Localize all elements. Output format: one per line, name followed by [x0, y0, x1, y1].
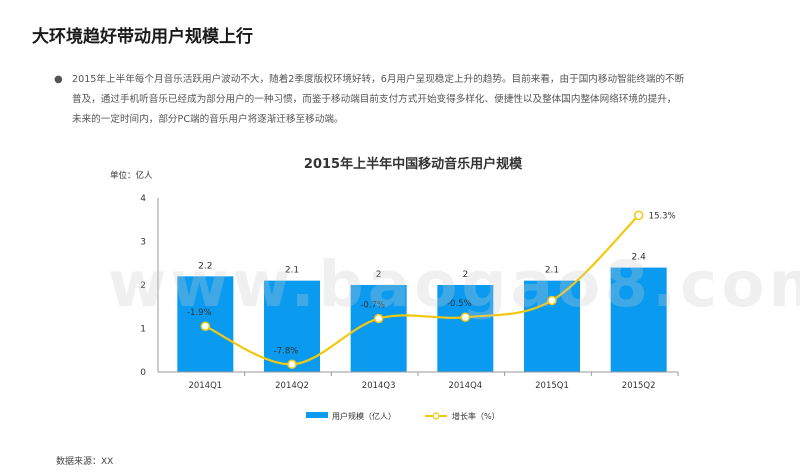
growth-value-label: -7.8% — [274, 346, 299, 356]
y-tick-label: 1 — [140, 325, 146, 335]
growth-value-label: -0.5% — [447, 299, 472, 309]
growth-value-label: -0.7% — [360, 301, 385, 311]
growth-point — [547, 295, 557, 306]
summary-paragraph: ● 2015年上半年每个月音乐活跃用户波动不大，随着2季度版权环境好转，6月用户… — [54, 70, 772, 130]
legend-label-bar: 用户规模（亿人） — [332, 411, 396, 421]
page-title: 大环境趋好带动用户规模上行 — [32, 27, 253, 47]
y-tick-label: 4 — [140, 194, 146, 204]
growth-point — [200, 321, 211, 331]
bar — [610, 267, 667, 372]
y-tick-label: 0 — [140, 368, 146, 378]
bar-value-label: 2.4 — [632, 253, 647, 263]
bar — [437, 285, 494, 372]
growth-point — [287, 359, 297, 370]
paragraph-line-1: 2015年上半年每个月音乐活跃用户波动不大，随着2季度版权环境好转，6月用户呈现… — [72, 74, 685, 85]
legend-label-line: 增长率（%） — [452, 411, 500, 421]
x-tick-label: 2014Q1 — [188, 381, 222, 391]
legend-marker-line — [432, 412, 440, 420]
x-tick-label: 2014Q2 — [275, 381, 309, 391]
growth-point — [460, 312, 471, 322]
bullet-dot: ● — [54, 74, 63, 85]
chart-title: 2015年上半年中国移动音乐用户规模 — [304, 156, 523, 172]
growth-value-label: -1.9% — [187, 308, 212, 318]
bar-value-label: 2 — [376, 270, 382, 280]
growth-point — [373, 313, 384, 324]
x-tick-label: 2015Q2 — [622, 381, 656, 391]
bar-value-label: 2.2 — [198, 261, 212, 271]
bar — [350, 285, 407, 372]
growth-value-label: 15.3% — [649, 211, 676, 221]
x-tick-label: 2014Q3 — [362, 381, 396, 391]
bar-value-label: 2.1 — [545, 266, 559, 276]
bar — [524, 280, 580, 372]
x-tick-label: 2015Q1 — [535, 381, 569, 391]
paragraph-line-2: 普及，通过手机听音乐已经成为部分用户的一种习惯，而鉴于移动端目前支付方式开始变得… — [72, 94, 677, 105]
growth-point — [633, 210, 644, 221]
bar-value-label: 2 — [462, 270, 468, 280]
paragraph-line-3: 未来的一定时间内，部分PC端的音乐用户将逐渐迁移至移动端。 — [72, 114, 344, 125]
legend-swatch-bar — [306, 412, 328, 418]
x-tick-label: 2014Q4 — [448, 381, 482, 391]
unit-label: 单位：亿人 — [110, 170, 153, 181]
y-tick-label: 2 — [140, 281, 146, 291]
source-note: 数据来源：XX — [56, 457, 114, 467]
y-tick-label: 3 — [140, 238, 146, 248]
bar — [264, 280, 320, 372]
bar-value-label: 2.1 — [285, 266, 299, 276]
